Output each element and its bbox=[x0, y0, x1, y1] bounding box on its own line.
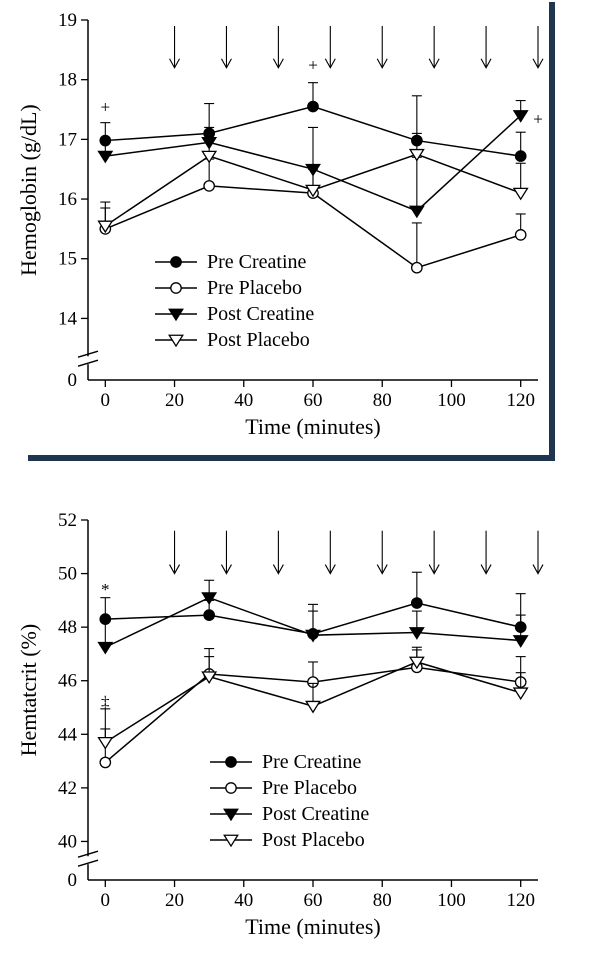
legend: Pre Creatine Pre Placebo Post Creatine Post… bbox=[155, 251, 314, 351]
y-tick-label: 46 bbox=[58, 671, 77, 692]
x-tick-label: 0 bbox=[101, 390, 111, 411]
x-axis-label: Time (minutes) bbox=[245, 414, 380, 439]
y-tick-label: 18 bbox=[58, 70, 77, 91]
x-tick-label: 40 bbox=[234, 890, 253, 911]
annotation-symbol: ‡ bbox=[101, 693, 110, 712]
y-tick-label: 52 bbox=[58, 510, 77, 531]
figure-canvas: 14 15 16 17 18 19 0 0 20 40 60 80 100 120 Time (minute… bbox=[0, 0, 600, 980]
x-tick-label: 100 bbox=[437, 890, 466, 911]
x-tick-label: 120 bbox=[506, 890, 535, 911]
legend-label: Post Placebo bbox=[262, 829, 365, 851]
chart-hemoglobin: 14 15 16 17 18 19 0 0 20 40 60 80 100 120 Time (minute… bbox=[16, 2, 555, 458]
y-tick-label: 15 bbox=[58, 249, 77, 270]
annotation-symbol: + bbox=[533, 109, 543, 128]
y-axis-label: Hemoglobin (g/dL) bbox=[16, 104, 41, 276]
y-tick-label: 44 bbox=[58, 724, 78, 745]
x-tick-label: 120 bbox=[506, 390, 535, 411]
legend-label: Pre Creatine bbox=[207, 251, 307, 273]
y-tick-label: 42 bbox=[58, 778, 77, 799]
x-tick-label: 20 bbox=[165, 390, 184, 411]
x-tick-label: 20 bbox=[165, 890, 184, 911]
legend-label: Pre Creatine bbox=[262, 751, 362, 773]
x-tick-label: 100 bbox=[437, 390, 466, 411]
x-tick-label: 80 bbox=[373, 890, 392, 911]
annotation-symbol: * bbox=[101, 580, 110, 599]
x-tick-label: 80 bbox=[373, 390, 392, 411]
legend-label: Post Placebo bbox=[207, 329, 310, 351]
y-tick-label: 14 bbox=[58, 308, 78, 329]
legend-label: Pre Placebo bbox=[262, 777, 357, 799]
x-axis-label: Time (minutes) bbox=[245, 914, 380, 939]
y-zero-label: 0 bbox=[68, 870, 78, 891]
x-tick-label: 40 bbox=[234, 390, 253, 411]
x-tick-label: 60 bbox=[304, 890, 323, 911]
legend-label: Pre Placebo bbox=[207, 277, 302, 299]
y-tick-label: 50 bbox=[58, 564, 77, 585]
y-tick-label: 17 bbox=[58, 129, 77, 150]
annotation-symbol: + bbox=[308, 56, 318, 75]
sprint-arrows bbox=[170, 26, 543, 68]
y-tick-label: 19 bbox=[58, 10, 77, 31]
y-axis-label: Hemtatcrit (%) bbox=[16, 624, 41, 757]
y-tick-label: 40 bbox=[58, 831, 77, 852]
x-tick-label: 0 bbox=[101, 890, 111, 911]
series-post-creatine bbox=[99, 101, 528, 217]
legend-label: Post Creatine bbox=[207, 303, 314, 325]
annotation-symbol: + bbox=[101, 98, 111, 117]
x-tick-label: 60 bbox=[304, 390, 323, 411]
legend-label: Post Creatine bbox=[262, 803, 369, 825]
sprint-arrows bbox=[170, 531, 543, 574]
legend: Pre Creatine Pre Placebo Post Creatine Post… bbox=[210, 751, 369, 851]
chart-hematocrit: 40 42 44 46 48 50 52 0 0 20 40 60 80 100 120 Time (minu… bbox=[16, 510, 543, 939]
y-tick-label: 48 bbox=[58, 617, 77, 638]
y-tick-label: 16 bbox=[58, 189, 77, 210]
y-zero-label: 0 bbox=[68, 370, 78, 391]
